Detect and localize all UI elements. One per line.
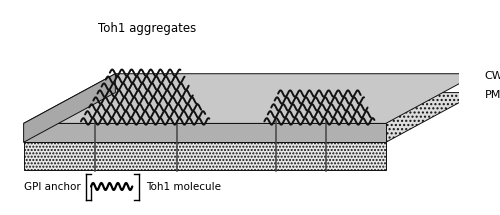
- Polygon shape: [24, 74, 477, 123]
- Text: Toh1 molecule: Toh1 molecule: [146, 182, 221, 192]
- Polygon shape: [24, 123, 386, 142]
- Text: PM: PM: [484, 90, 500, 100]
- Polygon shape: [24, 74, 116, 142]
- Text: CW: CW: [484, 71, 500, 81]
- Text: Toh1 aggregates: Toh1 aggregates: [98, 22, 196, 35]
- Polygon shape: [24, 142, 386, 170]
- Polygon shape: [24, 93, 477, 142]
- Text: GPI anchor: GPI anchor: [24, 182, 81, 192]
